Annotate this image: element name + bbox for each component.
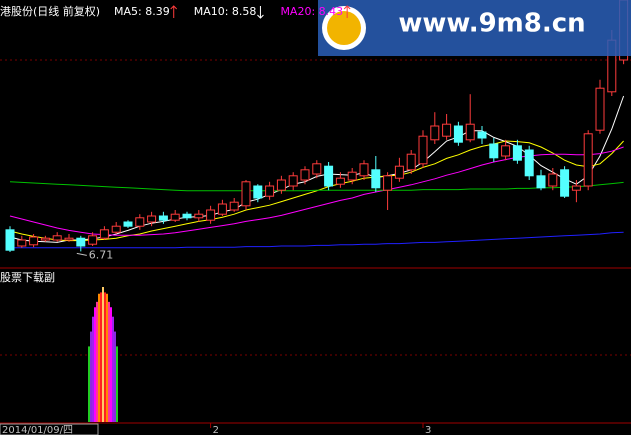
candle-body	[64, 237, 74, 241]
watermark-text: www.9m8.cn	[398, 9, 585, 39]
candle-body	[512, 145, 522, 161]
indicator-bar	[110, 307, 112, 422]
candle-body	[99, 229, 109, 239]
ma-line	[9, 140, 624, 242]
x-tick-label: 2	[213, 425, 219, 435]
candle-body	[394, 165, 404, 179]
indicator-title: 股票下载副	[0, 271, 55, 284]
indicator-bar	[116, 346, 118, 422]
x-tick-label: 3	[425, 425, 431, 435]
candle-body	[206, 209, 216, 221]
candle-body	[430, 125, 440, 141]
candle-body	[477, 131, 487, 139]
watermark: www.9m8.cn	[318, 0, 631, 56]
indicator-bar	[104, 292, 106, 422]
indicator-bar	[98, 293, 100, 422]
chart-title: 港股份(日线 前复权)	[0, 4, 100, 18]
candle-body	[111, 225, 121, 233]
candle-body	[158, 215, 168, 221]
candle-body	[265, 185, 275, 197]
candle-body	[5, 229, 15, 251]
candle-body	[324, 165, 334, 187]
legend-entry: MA5: 8.39	[114, 5, 170, 18]
indicator-panel	[88, 287, 118, 422]
candle-body	[17, 239, 27, 247]
candle-body	[241, 181, 251, 207]
candle-body	[312, 163, 322, 175]
indicator-bar	[108, 301, 110, 422]
candle-body	[182, 213, 192, 219]
candle-body	[288, 175, 298, 187]
candle-body	[123, 221, 133, 227]
candle-body	[560, 169, 570, 197]
candle-body	[453, 125, 463, 143]
candle-body	[371, 169, 381, 189]
candle-body	[40, 237, 50, 241]
candle-body	[359, 163, 369, 177]
low-label: 6.71	[89, 248, 114, 261]
indicator-bar	[102, 287, 104, 422]
candle-body	[595, 87, 605, 131]
indicator-bar	[88, 346, 90, 422]
candle-body	[406, 153, 416, 171]
candle-body	[52, 235, 62, 241]
indicator-bar	[112, 316, 114, 422]
indicator-bar	[94, 307, 96, 422]
candle-body	[300, 169, 310, 181]
candle-body	[29, 236, 39, 246]
candle-body	[88, 235, 98, 245]
annotation-arrow	[76, 252, 87, 256]
candle-body	[548, 173, 558, 187]
candle-body	[76, 237, 86, 247]
legend-entry: MA10: 8.58	[194, 5, 257, 18]
candle-body	[583, 133, 593, 187]
indicator-bar	[96, 301, 98, 422]
candle-body	[489, 143, 499, 159]
candle-body	[524, 149, 534, 177]
indicator-bar	[114, 331, 116, 422]
candle-body	[418, 135, 428, 165]
candle-body	[442, 123, 452, 137]
candle-body	[170, 213, 180, 221]
candle-body	[501, 145, 511, 157]
candle-body	[194, 213, 204, 219]
candle-body	[135, 217, 145, 227]
ma-line	[10, 231, 624, 249]
candle-body	[335, 177, 345, 185]
candle-body	[383, 175, 393, 191]
indicator-bar	[106, 293, 108, 422]
indicator-bar	[100, 292, 102, 422]
cursor-box	[0, 423, 99, 435]
trend-arrow	[170, 5, 178, 18]
legend-entry: MA20: 8.43	[280, 5, 343, 18]
candle-body	[147, 215, 157, 223]
indicator-bar	[90, 331, 92, 422]
candle-body	[229, 201, 239, 211]
cursor-date: 2014/01/09/四	[2, 425, 73, 435]
candle-body	[536, 175, 546, 189]
ma-line	[9, 181, 624, 192]
candle-body	[253, 185, 263, 199]
trend-arrow	[257, 6, 264, 19]
candle-body	[347, 171, 357, 181]
candle-body	[276, 179, 286, 191]
trend-arrow	[343, 5, 351, 18]
candle-body	[217, 203, 227, 215]
indicator-bar	[92, 316, 94, 422]
candle-body	[465, 123, 475, 141]
price-panel	[5, 0, 629, 252]
candle-body	[571, 185, 581, 191]
